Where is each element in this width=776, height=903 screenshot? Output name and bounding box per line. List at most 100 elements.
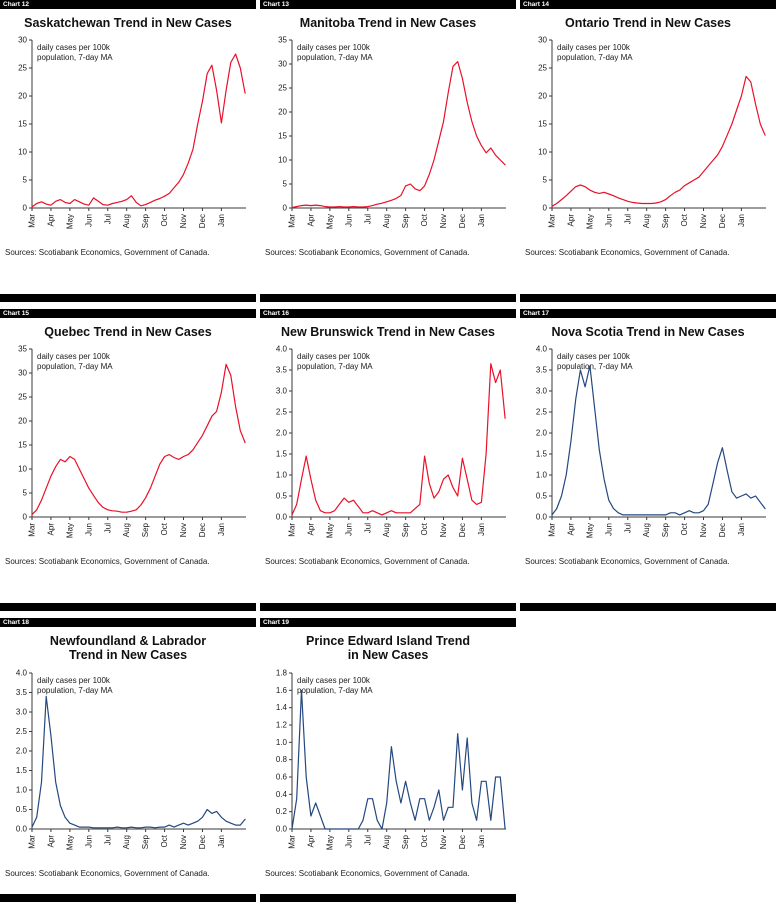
svg-text:May: May: [65, 835, 74, 850]
svg-text:Jul: Jul: [103, 835, 112, 845]
chart-footer-bar: [260, 294, 516, 302]
svg-text:20: 20: [18, 92, 27, 101]
chart-title: Nova Scotia Trend in New Cases: [551, 325, 745, 339]
svg-text:Nov: Nov: [179, 523, 188, 537]
svg-text:Nov: Nov: [179, 835, 188, 849]
svg-text:Jul: Jul: [363, 835, 372, 845]
svg-text:Apr: Apr: [46, 214, 55, 227]
svg-text:0.4: 0.4: [276, 790, 288, 799]
svg-text:1.0: 1.0: [16, 785, 28, 794]
chart-card: Chart 17 Nova Scotia Trend in New Cases …: [520, 309, 776, 611]
svg-text:Dec: Dec: [458, 214, 467, 228]
chart-card: Chart 18 Newfoundland & Labrador Trend i…: [0, 618, 256, 902]
svg-text:population, 7-day MA: population, 7-day MA: [297, 53, 373, 62]
svg-text:Aug: Aug: [642, 523, 651, 537]
svg-text:35: 35: [278, 36, 287, 45]
svg-text:Mar: Mar: [548, 214, 557, 228]
svg-text:3.5: 3.5: [16, 688, 28, 697]
svg-text:1.0: 1.0: [536, 471, 548, 480]
svg-text:Jan: Jan: [477, 214, 486, 227]
line-chart: 0.0 0.5 1.0 1.5 2.0 2.5 3.0 3.5 4.0 Mar Apr May Jun J…: [276, 345, 506, 539]
chart-footer-bar: [0, 894, 256, 902]
chart-footer-bar: [260, 603, 516, 611]
chart-card: Chart 16 New Brunswick Trend in New Case…: [260, 309, 516, 611]
svg-text:Nov: Nov: [439, 214, 448, 228]
svg-text:Dec: Dec: [718, 523, 727, 537]
svg-text:2.0: 2.0: [536, 429, 548, 438]
svg-text:1.5: 1.5: [16, 766, 28, 775]
svg-text:Dec: Dec: [198, 835, 207, 849]
svg-text:Mar: Mar: [288, 834, 297, 848]
svg-text:25: 25: [18, 64, 27, 73]
svg-text:2.5: 2.5: [16, 727, 28, 736]
svg-text:1.2: 1.2: [276, 720, 288, 729]
svg-text:daily cases per 100k: daily cases per 100k: [557, 352, 631, 361]
svg-text:Apr: Apr: [566, 523, 575, 536]
svg-text:Dec: Dec: [458, 523, 467, 537]
svg-text:Aug: Aug: [382, 835, 391, 849]
svg-text:20: 20: [18, 417, 27, 426]
svg-text:1.0: 1.0: [276, 471, 288, 480]
svg-text:May: May: [65, 523, 74, 538]
svg-text:Apr: Apr: [306, 214, 315, 227]
svg-text:10: 10: [18, 148, 27, 157]
svg-text:Aug: Aug: [382, 523, 391, 537]
svg-text:Mar: Mar: [288, 523, 297, 537]
svg-text:Dec: Dec: [458, 835, 467, 849]
svg-text:15: 15: [18, 441, 27, 450]
chart-card: Chart 15 Quebec Trend in New Cases 0 5 10 1…: [0, 309, 256, 611]
svg-text:10: 10: [278, 156, 287, 165]
svg-text:Jun: Jun: [84, 523, 93, 536]
svg-text:30: 30: [278, 60, 287, 69]
line-chart: 0.0 0.2 0.4 0.6 0.8 1.0 1.2 1.4 1.6 1.8 Mar Apr May J…: [276, 668, 506, 850]
svg-text:0.0: 0.0: [276, 513, 288, 522]
chart-number-bar: Chart 14: [520, 0, 776, 9]
svg-text:daily cases per 100k: daily cases per 100k: [37, 352, 111, 361]
svg-text:3.0: 3.0: [536, 387, 548, 396]
svg-text:3.0: 3.0: [276, 387, 288, 396]
line-chart: 0 5 10 15 20 25 30 35 Mar Apr May Jun Jul Aug Sep Oct No…: [278, 36, 506, 230]
svg-text:Dec: Dec: [718, 214, 727, 228]
chart-title: Manitoba Trend in New Cases: [299, 16, 477, 30]
svg-text:Nov: Nov: [699, 523, 708, 537]
chart-footer-bar: [520, 294, 776, 302]
svg-text:population, 7-day MA: population, 7-day MA: [557, 53, 633, 62]
svg-text:0.5: 0.5: [16, 805, 28, 814]
chart-footer-bar: [0, 603, 256, 611]
svg-text:0.2: 0.2: [276, 807, 288, 816]
svg-text:Jun: Jun: [604, 214, 613, 227]
chart-number-label: Chart 18: [3, 619, 30, 626]
svg-text:daily cases per 100k: daily cases per 100k: [297, 676, 371, 685]
svg-text:Mar: Mar: [548, 523, 557, 537]
svg-text:5: 5: [23, 489, 28, 498]
svg-text:0: 0: [23, 204, 28, 213]
chart-number-label: Chart 13: [263, 1, 290, 8]
chart-number-bar: Chart 15: [0, 309, 256, 318]
svg-text:daily cases per 100k: daily cases per 100k: [297, 352, 371, 361]
svg-text:0: 0: [23, 513, 28, 522]
svg-text:population, 7-day MA: population, 7-day MA: [557, 362, 633, 371]
svg-text:Sep: Sep: [661, 523, 670, 538]
chart-card: Chart 13 Manitoba Trend in New Cases 0 5 1…: [260, 0, 516, 302]
svg-text:population, 7-day MA: population, 7-day MA: [297, 686, 373, 695]
svg-text:Mar: Mar: [288, 214, 297, 228]
svg-text:Jun: Jun: [344, 214, 353, 227]
svg-text:Jul: Jul: [623, 214, 632, 224]
svg-text:Oct: Oct: [160, 834, 169, 847]
svg-text:Jan: Jan: [217, 835, 226, 848]
svg-text:Jun: Jun: [344, 523, 353, 536]
svg-text:Nov: Nov: [439, 523, 448, 537]
svg-text:0.0: 0.0: [16, 824, 28, 833]
svg-text:Jan: Jan: [737, 523, 746, 536]
svg-text:May: May: [585, 214, 594, 229]
svg-text:Jun: Jun: [84, 835, 93, 848]
svg-text:15: 15: [18, 120, 27, 129]
svg-text:Apr: Apr: [306, 834, 315, 847]
svg-text:Mar: Mar: [28, 523, 37, 537]
svg-text:May: May: [585, 523, 594, 538]
chart-footer-bar: [520, 603, 776, 611]
svg-text:daily cases per 100k: daily cases per 100k: [37, 43, 111, 52]
svg-text:Sep: Sep: [141, 834, 150, 849]
svg-text:15: 15: [538, 120, 547, 129]
